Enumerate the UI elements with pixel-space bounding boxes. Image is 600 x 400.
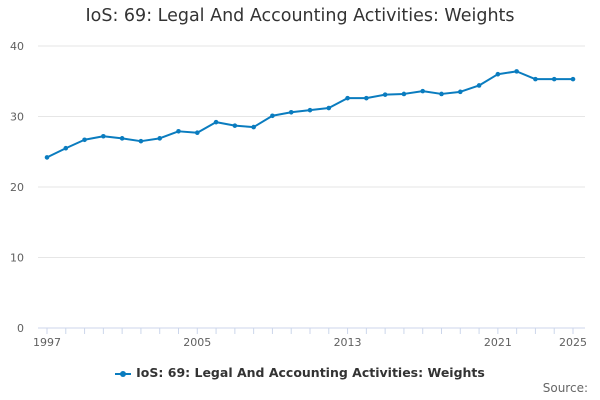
data-point-2013 <box>345 95 350 101</box>
data-point-2012 <box>326 105 332 111</box>
data-point-2019 <box>457 89 463 95</box>
data-point-2002 <box>138 138 144 144</box>
data-point-2022 <box>514 69 519 74</box>
data-point-2000 <box>101 133 106 139</box>
data-point-2003 <box>157 136 163 141</box>
data-point-2008 <box>251 124 256 130</box>
x-tick-label-2: 2013 <box>334 336 362 349</box>
data-point-1999 <box>82 137 87 143</box>
legend-label: IoS: 69: Legal And Accounting Activities… <box>136 365 485 380</box>
data-point-2015 <box>382 92 388 97</box>
x-tick-label-1: 2005 <box>183 336 211 349</box>
data-point-2025 <box>570 76 576 82</box>
data-point-2021 <box>495 71 501 77</box>
data-point-2016 <box>401 91 407 97</box>
data-point-1997 <box>44 155 50 160</box>
data-point-2007 <box>232 123 238 128</box>
x-tick-label-4: 2025 <box>559 336 587 349</box>
data-point-2024 <box>551 76 557 82</box>
legend[interactable]: IoS: 69: Legal And Accounting Activities… <box>0 365 600 380</box>
data-point-2009 <box>270 113 275 119</box>
y-tick-label-0: 0 <box>17 322 24 335</box>
legend-line-marker-icon <box>115 370 132 377</box>
data-point-2023 <box>533 76 538 82</box>
x-tick-label-0: 1997 <box>33 336 61 349</box>
data-point-2004 <box>176 129 181 134</box>
series-line-0 <box>46 70 573 159</box>
chart-title: IoS: 69: Legal And Accounting Activities… <box>85 6 515 26</box>
data-point-2005 <box>194 130 200 136</box>
data-point-1998 <box>63 145 69 151</box>
y-tick-label-1: 10 <box>10 252 24 265</box>
data-point-2020 <box>476 83 482 88</box>
y-tick-label-4: 40 <box>10 40 24 53</box>
y-tick-label-2: 20 <box>10 181 24 194</box>
source-label: Source: <box>542 381 588 395</box>
data-point-2017 <box>420 88 426 94</box>
data-point-2011 <box>307 107 313 113</box>
data-point-2014 <box>364 95 369 101</box>
data-point-2018 <box>439 91 444 97</box>
x-tick-label-3: 2021 <box>484 336 512 349</box>
data-point-2010 <box>288 109 294 115</box>
y-tick-label-3: 30 <box>10 111 24 124</box>
data-point-2006 <box>213 119 219 125</box>
data-point-2001 <box>119 136 125 141</box>
